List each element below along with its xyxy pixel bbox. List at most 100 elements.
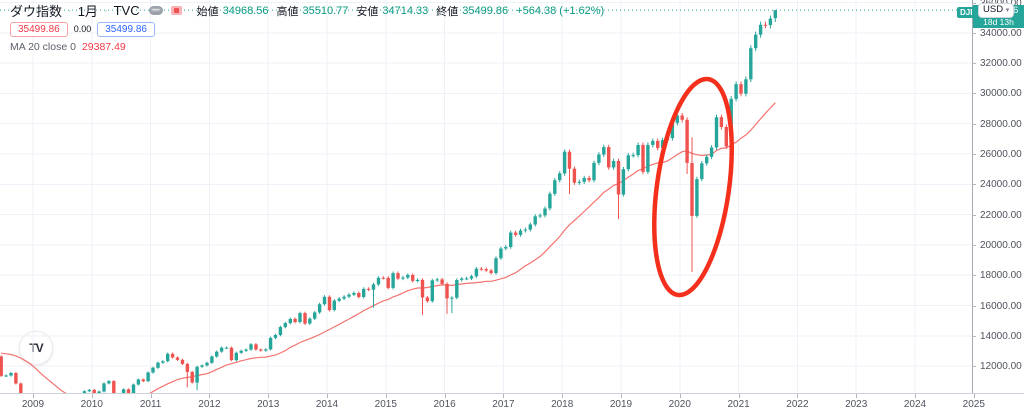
candle-body[interactable]: [626, 155, 630, 170]
candle-body[interactable]: [82, 391, 87, 393]
candle-body[interactable]: [283, 323, 287, 328]
time-axis[interactable]: 2009 2010 2011 2012 2013 2014 2015 2016 2017 2018…: [0, 393, 1024, 415]
interval-label[interactable]: 1月: [77, 4, 98, 19]
candle-body[interactable]: [460, 278, 464, 280]
candle-body[interactable]: [567, 151, 572, 169]
candle-body[interactable]: [533, 216, 537, 225]
ma-indicator-label[interactable]: MA 20 close 0: [10, 41, 76, 53]
candle-body[interactable]: [744, 79, 748, 94]
candle-body[interactable]: [773, 10, 777, 19]
candle-body[interactable]: [264, 349, 268, 351]
candle-body[interactable]: [523, 229, 528, 231]
candlestick-chart[interactable]: [0, 0, 972, 393]
candle-body[interactable]: [342, 296, 346, 299]
candle-body[interactable]: [758, 24, 763, 35]
candle-body[interactable]: [587, 178, 591, 181]
candle-body[interactable]: [709, 147, 714, 157]
candle-body[interactable]: [420, 279, 425, 298]
candle-body[interactable]: [479, 268, 483, 270]
candle-body[interactable]: [464, 278, 469, 280]
candle-body[interactable]: [170, 353, 175, 358]
candle-body[interactable]: [611, 161, 616, 168]
candle-body[interactable]: [102, 383, 106, 392]
candle-body[interactable]: [396, 273, 400, 279]
candle-body[interactable]: [386, 277, 390, 288]
candle-body[interactable]: [161, 361, 165, 363]
candle-body[interactable]: [553, 180, 557, 194]
candle-body[interactable]: [636, 145, 640, 156]
candle-body[interactable]: [362, 288, 366, 297]
symbol-axis-badge[interactable]: DJI: [957, 7, 976, 18]
candle-body[interactable]: [205, 362, 209, 366]
candle-body[interactable]: [180, 359, 185, 364]
candle-body[interactable]: [175, 357, 180, 360]
candle-body[interactable]: [509, 232, 513, 247]
candle-body[interactable]: [156, 362, 160, 368]
candle-body[interactable]: [322, 296, 327, 305]
candle-body[interactable]: [621, 169, 626, 195]
candle-body[interactable]: [126, 389, 131, 393]
candle-body[interactable]: [700, 163, 704, 179]
candle-body[interactable]: [337, 298, 341, 301]
candle-body[interactable]: [734, 84, 738, 99]
candle-body[interactable]: [705, 156, 709, 164]
candle-body[interactable]: [435, 279, 439, 281]
candle-body[interactable]: [494, 258, 498, 274]
candle-body[interactable]: [411, 275, 415, 281]
candle-body[interactable]: [548, 193, 552, 209]
candle-body[interactable]: [244, 349, 248, 351]
candle-body[interactable]: [763, 24, 768, 26]
candle-body[interactable]: [440, 279, 444, 284]
candle-body[interactable]: [131, 384, 136, 394]
buy-button[interactable]: 35499.86: [97, 21, 155, 37]
candle-body[interactable]: [714, 117, 719, 148]
candle-body[interactable]: [513, 232, 518, 235]
candle-body[interactable]: [656, 140, 660, 148]
candle-body[interactable]: [430, 280, 434, 302]
candle-body[interactable]: [484, 269, 488, 271]
candle-body[interactable]: [376, 277, 381, 285]
candle-body[interactable]: [347, 294, 351, 297]
candle-body[interactable]: [141, 379, 145, 382]
candle-body[interactable]: [641, 145, 645, 172]
candle-body[interactable]: [675, 115, 679, 123]
candle-body[interactable]: [190, 371, 194, 383]
candle-body[interactable]: [166, 353, 170, 362]
candle-body[interactable]: [14, 373, 18, 384]
candle-body[interactable]: [9, 373, 13, 376]
candle-body[interactable]: [680, 115, 684, 120]
candle-body[interactable]: [474, 268, 479, 277]
candle-body[interactable]: [308, 318, 312, 324]
candle-body[interactable]: [273, 335, 278, 338]
candle-body[interactable]: [450, 297, 454, 299]
candle-body[interactable]: [768, 18, 773, 26]
candle-body[interactable]: [558, 173, 562, 181]
legend-minus-icon[interactable]: —: [148, 6, 163, 15]
candle-body[interactable]: [112, 381, 116, 393]
currency-dropdown-button[interactable]: USD ▾: [978, 3, 1015, 18]
candle-body[interactable]: [695, 179, 699, 216]
candle-body[interactable]: [313, 312, 317, 319]
candle-body[interactable]: [719, 117, 724, 127]
candle-body[interactable]: [234, 352, 238, 361]
candle-body[interactable]: [646, 144, 650, 172]
candle-body[interactable]: [381, 277, 385, 279]
candle-body[interactable]: [391, 273, 395, 288]
candle-body[interactable]: [582, 178, 586, 182]
candle-body[interactable]: [572, 168, 577, 183]
candle-body[interactable]: [249, 344, 253, 350]
candle-body[interactable]: [724, 127, 728, 147]
candle-body[interactable]: [469, 276, 474, 279]
candle-body[interactable]: [185, 363, 190, 372]
candle-body[interactable]: [445, 283, 449, 299]
candle-body[interactable]: [288, 318, 292, 324]
candle-body[interactable]: [268, 337, 273, 350]
candle-body[interactable]: [518, 230, 523, 235]
candle-body[interactable]: [401, 277, 405, 279]
candle-body[interactable]: [210, 356, 214, 363]
ellipse-annotation[interactable]: [642, 74, 744, 300]
candle-body[interactable]: [327, 296, 332, 311]
exchange-label[interactable]: TVC: [113, 3, 140, 18]
candle-body[interactable]: [543, 208, 547, 216]
candle-body[interactable]: [425, 297, 430, 302]
